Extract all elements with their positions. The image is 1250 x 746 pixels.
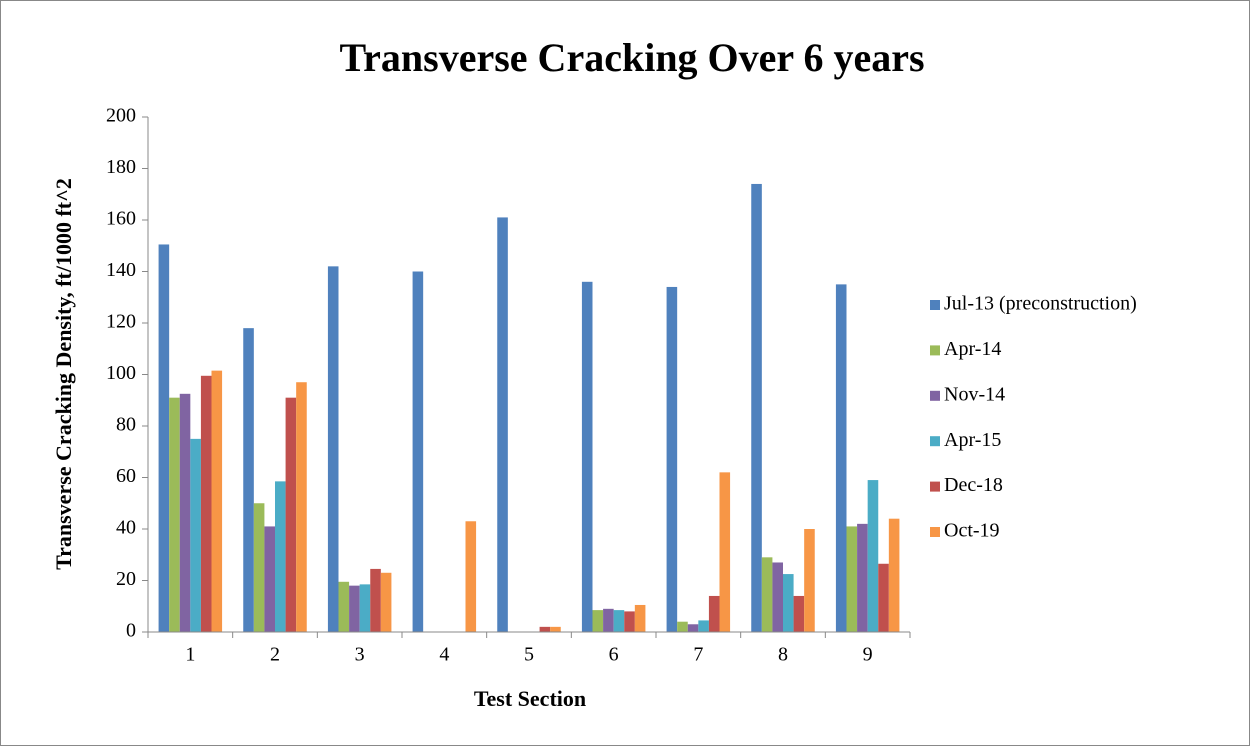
bar	[158, 244, 170, 632]
bar	[772, 562, 783, 632]
x-tick-label: 1	[185, 644, 195, 666]
bar	[370, 568, 381, 632]
y-tick-label: 0	[126, 620, 136, 642]
bar	[634, 604, 646, 632]
y-tick-label: 200	[106, 105, 136, 127]
bar	[888, 518, 900, 632]
y-tick-label: 40	[116, 517, 136, 539]
legend-swatch	[930, 300, 940, 310]
legend-label: Jul-13 (preconstruction)	[944, 293, 1137, 315]
bar	[835, 284, 847, 632]
y-axis-label: Transverse Cracking Density, ft/1000 ft^…	[51, 178, 76, 570]
x-tick-label: 2	[270, 644, 280, 666]
bar	[846, 526, 858, 632]
x-tick-label: 8	[778, 644, 788, 666]
legend-swatch	[930, 436, 940, 447]
bar	[179, 393, 191, 632]
bar	[550, 626, 561, 632]
bar	[465, 521, 477, 632]
bar	[687, 624, 699, 632]
bar	[338, 581, 350, 632]
bar	[327, 266, 339, 632]
y-tick-label: 80	[116, 414, 136, 436]
bar	[211, 370, 223, 632]
bar	[359, 584, 371, 632]
bar	[243, 328, 254, 632]
bar	[761, 557, 773, 632]
y-tick-label: 180	[106, 156, 136, 178]
legend-swatch	[930, 345, 940, 356]
bar	[296, 382, 307, 632]
legend-swatch	[930, 527, 940, 537]
chart-title: Transverse Cracking Over 6 years	[339, 35, 924, 80]
x-tick-label: 5	[524, 644, 534, 666]
bar	[804, 529, 815, 632]
legend-swatch	[930, 390, 940, 401]
bar	[380, 572, 392, 632]
bar	[783, 574, 794, 632]
bar	[275, 481, 286, 632]
bar	[200, 375, 212, 632]
bar	[497, 217, 508, 633]
y-tick-label: 140	[106, 259, 136, 281]
bar	[677, 621, 688, 632]
bar	[412, 271, 424, 632]
bar	[169, 397, 180, 632]
legend-label: Dec-18	[944, 474, 1003, 496]
bar	[264, 526, 275, 632]
bar	[349, 585, 360, 632]
x-tick-label: 3	[355, 644, 365, 666]
bar	[751, 183, 762, 632]
y-tick-label: 160	[106, 208, 136, 230]
x-axis-label: Test Section	[474, 686, 586, 711]
bar	[698, 620, 709, 632]
legend-label: Oct-19	[944, 520, 1000, 542]
bar	[253, 503, 265, 632]
y-tick-label: 100	[106, 362, 136, 384]
y-tick-label: 20	[116, 568, 136, 590]
legend-swatch	[930, 481, 940, 492]
y-tick-label: 120	[106, 311, 136, 333]
x-tick-label: 6	[609, 644, 619, 666]
bar	[592, 610, 604, 632]
legend-label: Apr-15	[944, 429, 1001, 451]
bar	[285, 397, 297, 632]
bar	[613, 610, 625, 632]
bar	[708, 595, 720, 632]
x-tick-label: 9	[863, 644, 873, 666]
bar	[867, 480, 879, 632]
bar	[666, 286, 678, 632]
bar	[793, 595, 805, 632]
bar	[878, 563, 889, 632]
x-tick-label: 7	[693, 644, 703, 666]
bar	[539, 626, 551, 632]
bar	[624, 611, 635, 632]
bar	[857, 523, 868, 632]
bar	[581, 281, 593, 632]
bar	[719, 472, 731, 632]
bar	[190, 438, 201, 632]
x-tick-label: 4	[439, 644, 449, 666]
legend-label: Apr-14	[944, 338, 1001, 360]
bar	[603, 608, 614, 632]
legend-label: Nov-14	[944, 383, 1005, 405]
y-tick-label: 60	[116, 465, 136, 487]
